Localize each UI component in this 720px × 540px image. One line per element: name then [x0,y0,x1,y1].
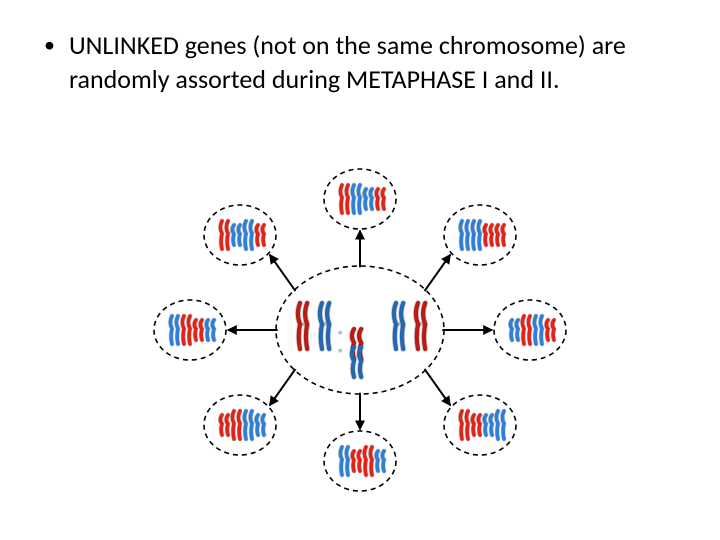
center-cell-content [298,303,425,377]
outer-cell-4 [340,447,384,475]
bullet-marker: • [44,28,55,62]
outer-cell-5 [220,411,264,439]
outer-cell-1 [460,221,504,249]
bullet-row: • UNLINKED genes (not on the same chromo… [44,28,684,96]
slide: • UNLINKED genes (not on the same chromo… [0,0,720,540]
outer-cell-7 [220,221,264,249]
outer-cell-0 [340,185,384,213]
outer-cell-6 [170,316,214,344]
meiosis-diagram [150,155,570,505]
outer-cell-2 [510,316,554,344]
bullet-text: UNLINKED genes (not on the same chromoso… [69,28,684,96]
outer-cell-3 [460,411,504,439]
